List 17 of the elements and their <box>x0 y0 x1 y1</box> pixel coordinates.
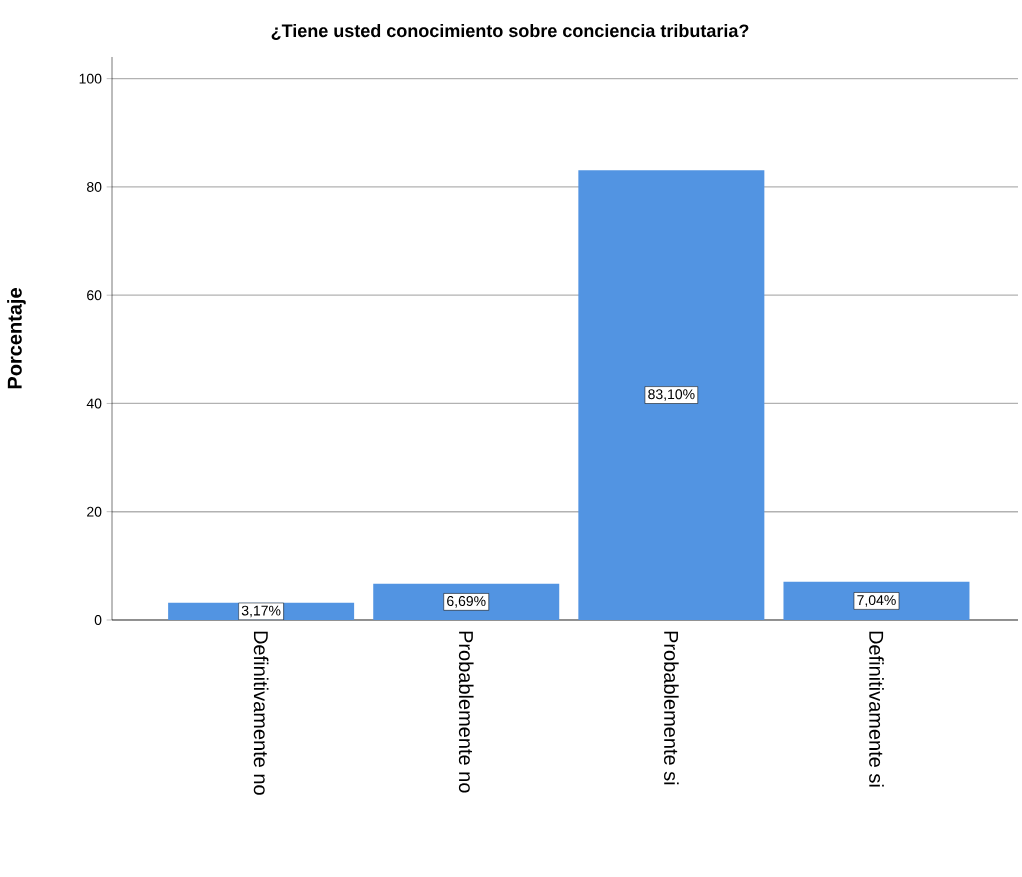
y-axis-title: Porcentaje <box>7 288 26 389</box>
x-tick-label: Probablemente no <box>458 631 474 793</box>
x-tick-label: Definitivamente no <box>253 631 269 795</box>
x-tick-label: Probablemente si <box>664 631 679 785</box>
data-label: 6,69% <box>447 596 486 608</box>
y-tick-label: 100 <box>79 73 102 84</box>
data-label: 3,17% <box>241 605 281 618</box>
data-label: 7,04% <box>857 595 896 607</box>
bar <box>578 170 765 620</box>
y-tick-label: 60 <box>87 290 102 301</box>
y-tick-label: 20 <box>87 506 102 517</box>
data-label: 83,10% <box>648 389 695 401</box>
y-tick-label: 0 <box>94 615 102 625</box>
y-tick-label: 40 <box>86 398 102 409</box>
chart-title: ¿Tiene usted conocimiento sobre conciencia tributaria? <box>271 23 749 41</box>
y-tick-label: 80 <box>86 181 102 192</box>
x-tick-label: Definitivamente si <box>869 631 884 787</box>
